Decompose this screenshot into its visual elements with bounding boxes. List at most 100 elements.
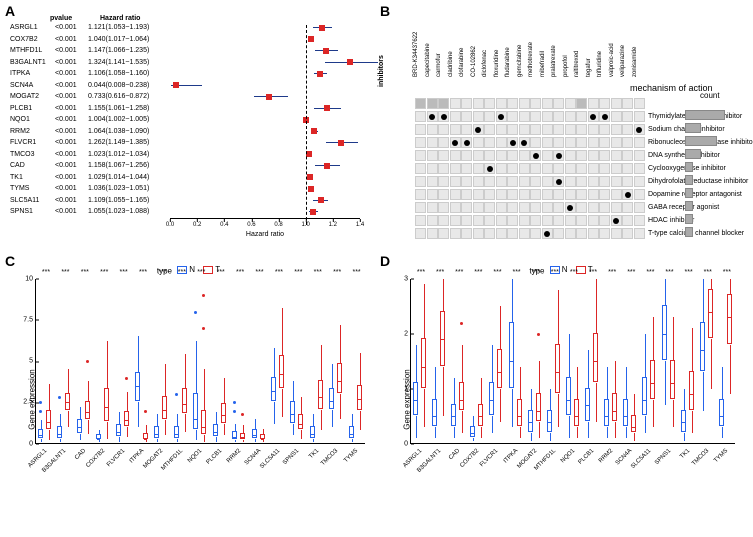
significance: *** [255, 269, 263, 276]
grid-cell [565, 215, 576, 226]
grid-cell [530, 215, 541, 226]
box-group [604, 278, 620, 443]
grid-cell [553, 202, 564, 213]
xtick: 1.2 [329, 222, 337, 228]
grid-cell [542, 150, 553, 161]
grid-cell [599, 228, 610, 239]
grid-cell [611, 124, 622, 135]
forest-xaxis: 0.00.20.40.60.81.01.21.4 Hazard ratio [170, 218, 360, 243]
box-t [421, 338, 426, 388]
grid-cell [461, 150, 472, 161]
box-group [719, 278, 735, 443]
grid-cell [438, 228, 449, 239]
box-n [547, 410, 552, 432]
mechanism-name: Dopamine receptor antagonist [648, 191, 742, 198]
grid-cell [473, 98, 484, 109]
gene-xlabel: SLC5A11 [259, 448, 281, 470]
grid-cell [622, 189, 633, 200]
grid-cell [530, 98, 541, 109]
box-n [623, 399, 628, 427]
gene-xlabel: TYMS [343, 448, 359, 464]
count-bar [685, 162, 693, 172]
dot-icon [464, 140, 470, 146]
grid-cell [507, 137, 518, 148]
box-group [413, 278, 429, 443]
box-n [489, 382, 494, 415]
gene-name: FLVCR1 [10, 139, 55, 146]
grid-cell [553, 228, 564, 239]
box-n [604, 399, 609, 427]
drug-label: carmofur [436, 53, 442, 77]
grid-cell [450, 228, 461, 239]
box-n [470, 426, 475, 437]
pvalue: <0.001 [55, 70, 83, 77]
grid-cell [496, 215, 507, 226]
grid-cell [634, 124, 645, 135]
pvalue: <0.001 [55, 36, 83, 43]
dot-icon [567, 205, 573, 211]
gene-xlabel: TK1 [679, 448, 691, 460]
forest-row: SLC5A11 <0.001 1.109(1.055~1.165) [10, 195, 370, 207]
xtick: 0.0 [166, 222, 174, 228]
box-group [38, 278, 54, 443]
grid-cell [415, 189, 426, 200]
grid-cell [507, 124, 518, 135]
significance: *** [352, 269, 360, 276]
grid-cell [588, 189, 599, 200]
grid-cell [461, 228, 472, 239]
grid-cell [484, 202, 495, 213]
significance: *** [120, 269, 128, 276]
box-t [574, 399, 579, 427]
significance: *** [294, 269, 302, 276]
outlier [537, 333, 540, 336]
grid-cell [519, 202, 530, 213]
significance: *** [608, 269, 616, 276]
grid-cell [507, 176, 518, 187]
grid-cell [450, 215, 461, 226]
outlier [144, 410, 147, 413]
grid-cell [473, 163, 484, 174]
ytick: 10 [25, 275, 36, 282]
count-bar [685, 227, 693, 237]
gene-name: NQO1 [10, 116, 55, 123]
mechanism-row: GABA receptor agonist [415, 201, 753, 214]
grid-cell [576, 98, 587, 109]
ytick: 0 [29, 440, 36, 447]
grid-cell [496, 189, 507, 200]
box-t [650, 360, 655, 399]
box-n [154, 426, 159, 438]
drug-label: mibefradil [540, 51, 546, 77]
forest-plot: pvalue Hazard ratio ASRGL1 <0.001 1.121(… [10, 15, 370, 250]
significance: *** [275, 269, 283, 276]
grid-cell [599, 215, 610, 226]
grid-cell [496, 228, 507, 239]
box-group [310, 278, 326, 443]
forest-row: RRM2 <0.001 1.064(1.038~1.090) [10, 126, 370, 138]
box-group [451, 278, 467, 443]
forest-row: SCN4A <0.001 0.044(0.008~0.238) [10, 80, 370, 92]
gene-name: SLC5A11 [10, 197, 55, 204]
gene-name: ASRGL1 [10, 24, 55, 31]
box-t [182, 388, 187, 413]
significance: *** [333, 269, 341, 276]
dot-icon [475, 127, 481, 133]
dot-icon [510, 140, 516, 146]
grid-cell [461, 176, 472, 187]
grid-cell [519, 111, 530, 122]
box-group [528, 278, 544, 443]
pvalue: <0.001 [55, 139, 83, 146]
gene-xlabel: TYMS [713, 448, 729, 464]
xtick: 0.6 [247, 222, 255, 228]
grid-cell [507, 163, 518, 174]
grid-cell [450, 189, 461, 200]
grid-cell [553, 215, 564, 226]
box-n [432, 399, 437, 427]
gene-xlabel: NQO1 [187, 448, 203, 464]
box-group [77, 278, 93, 443]
box-n [116, 424, 121, 436]
outlier [175, 393, 178, 396]
gene-name: PLCB1 [10, 105, 55, 112]
box-n [719, 399, 724, 427]
gene-xlabel: TMCO3 [691, 448, 710, 467]
grid-cell [634, 150, 645, 161]
